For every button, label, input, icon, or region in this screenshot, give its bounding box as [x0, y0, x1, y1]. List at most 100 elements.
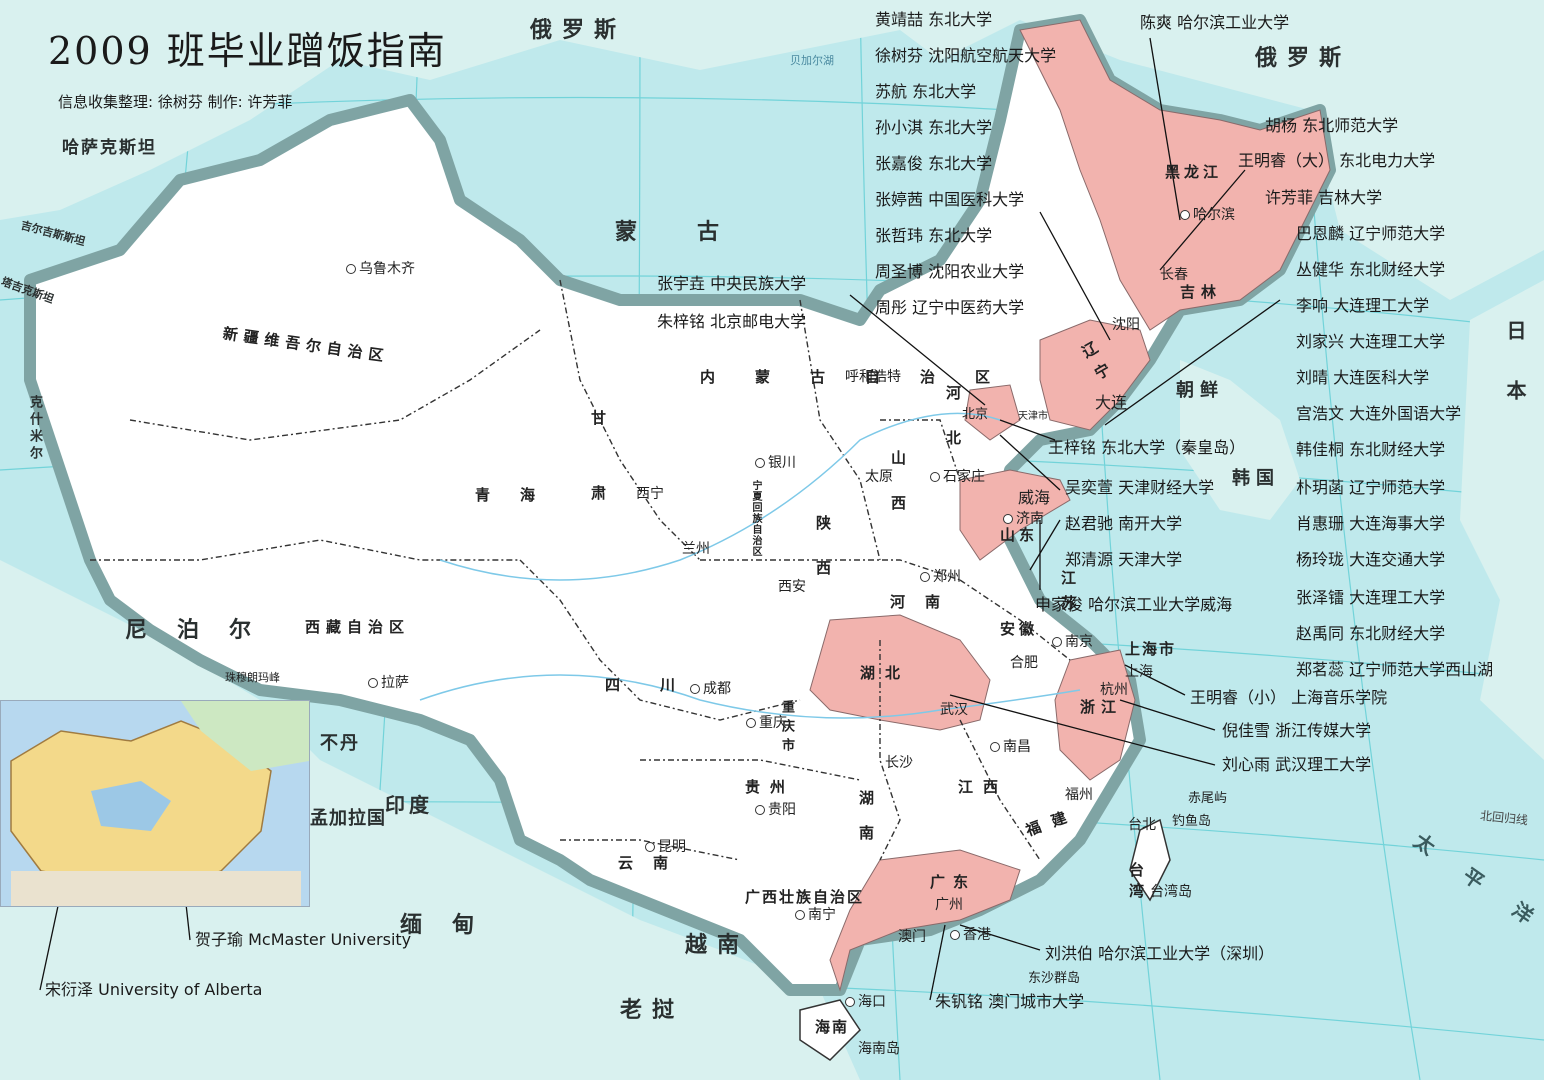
province-sichuan: 四川 [605, 676, 716, 694]
city-chongqing: 重庆 [746, 716, 787, 730]
mount-everest-label: 珠穆朗玛峰 [225, 671, 280, 684]
city-changsha: 长沙 [885, 755, 913, 771]
classmate-label: 赵君驰 南开大学 [1065, 514, 1183, 533]
classmate-label: 肖惠珊 大连海事大学 [1296, 514, 1446, 533]
country-label-myanmar: 缅甸 [400, 913, 505, 938]
classmate-label: 黄靖喆 东北大学 [875, 10, 993, 29]
classmate-label: 周圣博 沈阳农业大学 [875, 262, 1025, 281]
province-ningxia: 宁夏回族自治区 [750, 480, 761, 557]
city-wuhan: 武汉 [940, 702, 968, 718]
city-hohhot: 呼和浩特 [845, 369, 901, 385]
province-jilin: 吉林 [1180, 283, 1223, 301]
classmate-label: 周彤 辽宁中医药大学 [875, 298, 1025, 317]
northern-neighbours [0, 0, 1544, 300]
classmate-label: 张嘉俊 东北大学 [875, 154, 993, 173]
classmate-label: 吴奕萱 天津财经大学 [1065, 478, 1215, 497]
classmate-label: 宋衍泽 University of Alberta [45, 980, 263, 999]
province-hainan: 海南 [815, 1018, 850, 1036]
baikal-lake-label: 贝加尔湖 [790, 54, 834, 67]
city-shanghai: 上海 [1125, 664, 1153, 680]
country-label-russia-west: 俄罗斯 [530, 18, 627, 43]
classmate-label: 王明睿（小） 上海音乐学院 [1190, 688, 1388, 707]
classmate-label: 朱钒铭 澳门城市大学 [935, 992, 1085, 1011]
province-hubei: 湖北 [860, 664, 911, 682]
province-guizhou: 贵州 [745, 778, 796, 796]
province-zhejiang: 浙江 [1080, 698, 1123, 716]
city-chengdu: 成都 [690, 682, 731, 696]
classmate-label: 刘洪伯 哈尔滨工业大学（深圳） [1045, 944, 1275, 963]
classmate-label: 宫浩文 大连外国语大学 [1296, 404, 1462, 423]
city-yinchuan: 银川 [755, 456, 796, 470]
country-label-japan: 日本 [1503, 320, 1527, 440]
island-hainan: 海南岛 [858, 1041, 900, 1057]
country-label-kazakhstan: 哈萨克斯坦 [62, 138, 157, 158]
province-shanxi: 山西 [889, 450, 907, 540]
country-label-nepal: 尼泊尔 [125, 618, 282, 643]
region-hubei [809, 614, 991, 731]
city-urumqi: 乌鲁木齐 [346, 262, 415, 276]
city-weihai: 威海 [1018, 488, 1051, 507]
country-label-india: 印度 [385, 793, 433, 817]
country-label-north-korea: 朝鲜 [1176, 380, 1224, 401]
province-hunan: 湖南 [857, 790, 875, 860]
city-macau: 澳门 [898, 929, 926, 945]
classmate-label: 倪佳雪 浙江传媒大学 [1222, 721, 1372, 740]
country-label-mongolia: 蒙古 [615, 220, 780, 245]
classmate-label: 刘晴 大连医科大学 [1296, 368, 1430, 387]
city-kunming: 昆明 [645, 840, 686, 854]
classmate-label: 陈爽 哈尔滨工业大学 [1140, 13, 1290, 32]
province-shanghai: 上海市 [1125, 640, 1177, 658]
country-label-south-korea: 韩国 [1232, 468, 1280, 489]
classmate-label: 杨玲珑 大连交通大学 [1296, 550, 1446, 569]
province-jiangsu: 江苏 [1059, 570, 1077, 620]
classmate-label: 郑茗蕊 辽宁师范大学西山湖 [1296, 660, 1494, 679]
region-shandong [959, 469, 1071, 561]
classmate-label: 丛健华 东北财经大学 [1296, 260, 1446, 279]
southern-neighbours [0, 560, 860, 1080]
classmate-label: 朱梓铭 北京邮电大学 [657, 312, 807, 331]
city-hangzhou: 杭州 [1100, 682, 1128, 698]
canada-inset-map [0, 700, 310, 907]
city-jinan: 济南 [1003, 512, 1044, 526]
region-label-kashmir: 克什米尔 [27, 395, 42, 463]
classmate-label: 赵禹同 东北财经大学 [1296, 624, 1446, 643]
japan-islands [1460, 280, 1544, 760]
city-hefei: 合肥 [1010, 655, 1038, 671]
city-dalian: 大连 [1095, 393, 1128, 412]
rivers [419, 412, 1081, 719]
city-lanzhou: 兰州 [682, 541, 710, 557]
region-liaoning [1039, 319, 1151, 431]
classmate-label: 贺子瑜 McMaster University [195, 930, 412, 949]
city-haikou: 海口 [845, 995, 886, 1009]
island-diaoyudao: 钓鱼岛 [1172, 814, 1212, 829]
korean-peninsula [1180, 360, 1300, 520]
classmate-label: 申家俊 哈尔滨工业大学威海 [1035, 595, 1233, 614]
leader-lines [39, 37, 1281, 1001]
city-beijing: 北京 [962, 407, 989, 422]
province-jiangxi: 江西 [958, 778, 1009, 796]
canada-inset-graphic [1, 701, 309, 906]
city-harbin: 哈尔滨 [1180, 208, 1235, 222]
province-qinghai: 青海 [475, 486, 566, 504]
country-label-bhutan: 不丹 [320, 733, 360, 754]
city-nanchang: 南昌 [990, 740, 1031, 754]
region-guangdong [829, 849, 1021, 992]
region-beijing-tianjin [964, 384, 1021, 441]
province-guangdong: 广东 [930, 873, 977, 891]
province-gansu: 甘肃 [589, 410, 607, 560]
china-landmass [24, 14, 1336, 996]
classmate-label: 张宇垚 中央民族大学 [657, 274, 807, 293]
hainan-island [799, 999, 861, 1061]
province-hebei: 河北 [944, 385, 962, 475]
city-changchun: 长春 [1160, 267, 1188, 283]
island-chiweiyu: 赤尾屿 [1188, 791, 1228, 806]
province-shaanxi: 陕西 [814, 515, 832, 605]
region-zhejiang-shanghai [1054, 649, 1136, 781]
classmate-label: 郑清源 天津大学 [1065, 550, 1183, 569]
country-label-laos: 老挝 [620, 998, 685, 1023]
classmate-label: 巴恩麟 辽宁师范大学 [1296, 224, 1446, 243]
city-guiyang: 贵阳 [755, 803, 796, 817]
city-lhasa: 拉萨 [368, 676, 409, 690]
city-shijiazhuang: 石家庄 [930, 470, 985, 484]
